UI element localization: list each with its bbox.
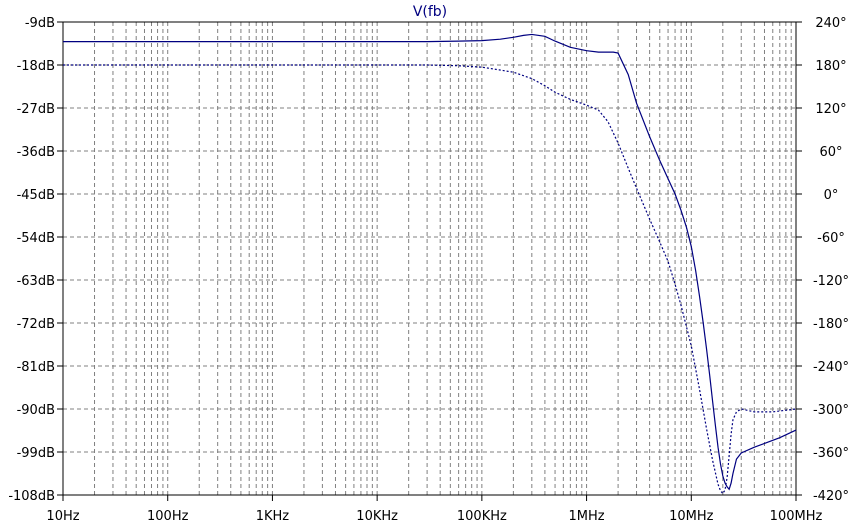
y-left-tick-label: -108dB — [8, 489, 55, 504]
y-right-tick-label: 240° — [815, 16, 846, 31]
x-tick-label: 100MHz — [770, 509, 823, 524]
y-left-tick-label: -45dB — [17, 188, 55, 203]
axes: -9dB -18dB -27dB -36dB -45dB -54dB -63dB -72dB -… — [8, 16, 849, 524]
chart-title: V(fb) — [413, 4, 447, 20]
y-right-tick-label: -60° — [817, 231, 845, 246]
y-right-tick-label: 0° — [824, 188, 839, 203]
y-left-tick-label: -27dB — [17, 102, 55, 117]
y-right-tick-label: 120° — [815, 102, 846, 117]
y-right-tick-label: -360° — [813, 446, 849, 461]
y-left-tick-label: -54dB — [17, 231, 55, 246]
x-tick-label: 10KHz — [356, 509, 398, 524]
y-right-tick-label: -180° — [813, 317, 849, 332]
y-right-tick-label: -420° — [813, 489, 849, 504]
y-left-tick-label: -99dB — [17, 446, 55, 461]
x-tick-label: 1KHz — [256, 509, 290, 524]
magnitude-trace — [63, 33, 797, 491]
phase-trace — [63, 64, 797, 495]
y-left-tick-label: -63dB — [17, 274, 55, 289]
y-right-tick-label: -300° — [813, 403, 849, 418]
x-tick-label: 100KHz — [457, 509, 507, 524]
x-tick-label: 10MHz — [669, 509, 714, 524]
series — [63, 33, 797, 495]
y-left-tick-label: -72dB — [17, 317, 55, 332]
y-right-tick-label: -120° — [813, 274, 849, 289]
y-right-tick-label: 60° — [819, 145, 842, 160]
x-tick-label: 100Hz — [147, 509, 189, 524]
x-tick-label: 1MHz — [569, 509, 605, 524]
plot-frame — [62, 21, 797, 496]
grid — [62, 21, 796, 496]
y-left-tick-label: -18dB — [17, 59, 55, 74]
y-left-tick-label: -81dB — [17, 360, 55, 375]
y-right-tick-label: 180° — [815, 59, 846, 74]
x-tick-label: 10Hz — [46, 509, 79, 524]
y-left-tick-label: -9dB — [25, 16, 55, 31]
y-left-tick-label: -36dB — [17, 145, 55, 160]
y-right-tick-label: -240° — [813, 360, 849, 375]
y-left-tick-label: -90dB — [17, 403, 55, 418]
